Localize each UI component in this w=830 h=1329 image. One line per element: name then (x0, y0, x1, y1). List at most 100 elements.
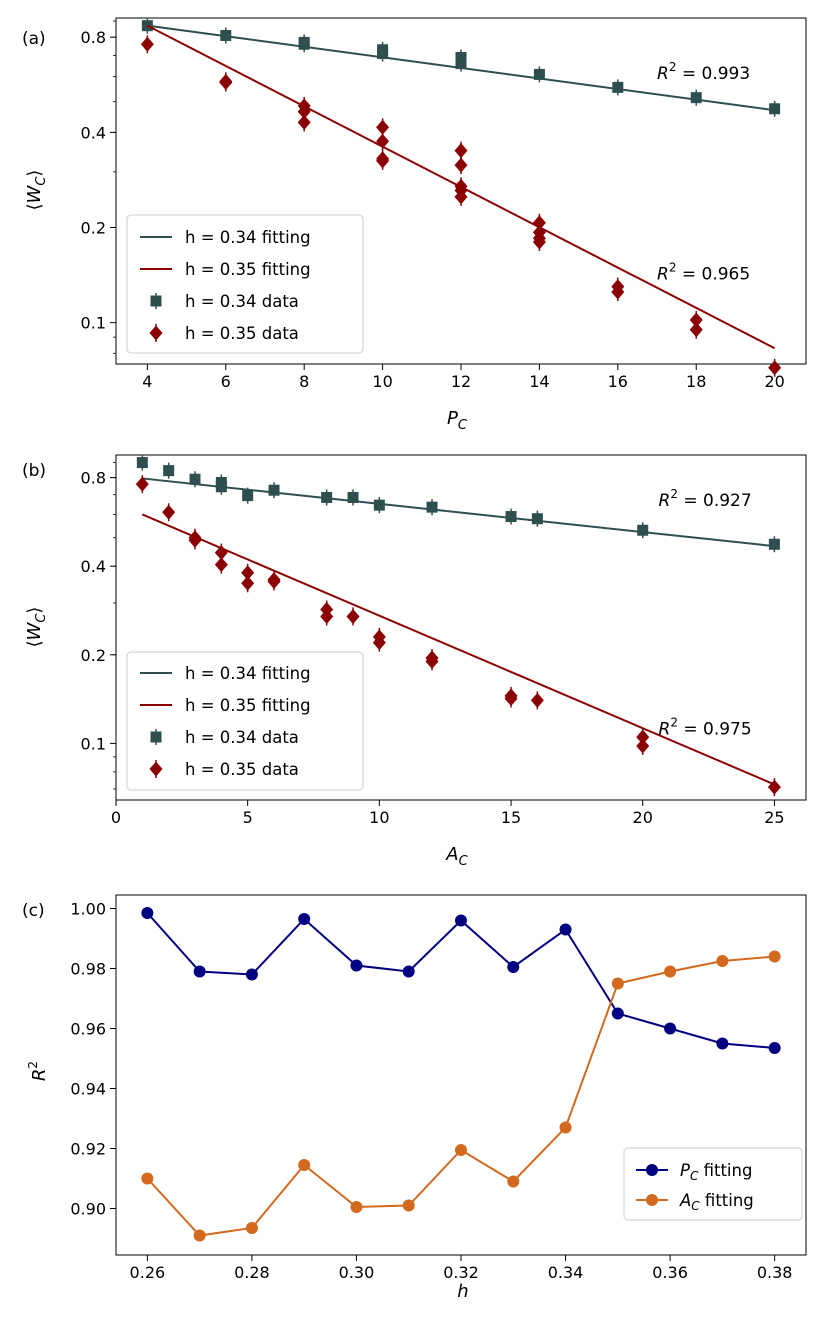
panel-c-series-1-point (611, 977, 624, 990)
panel-b-series-0-point-square (215, 481, 227, 493)
panel-b-series-0-point-square (189, 473, 201, 485)
panel-b-series-1-point-diamond (504, 691, 518, 707)
panel-b-series-1-point (267, 572, 281, 591)
panel-b-series-1-point-diamond (188, 532, 202, 548)
panel-b-series-0-point (136, 454, 148, 471)
panel-b-axes-frame (115, 454, 807, 801)
panel-b-series-0-point (189, 471, 201, 488)
panel-b-x-tick-label: 10 (369, 808, 389, 827)
panel-c-series-1-point (402, 1199, 415, 1212)
panel-b-series-1-point (504, 689, 518, 708)
panel-c-series-0-point (716, 1037, 729, 1050)
panel-a-x-axis-label-sub: C (458, 418, 468, 433)
panel-c-series-1-point (193, 1229, 206, 1242)
panel-a-series-0-point (690, 89, 702, 106)
panel-b-series-1-point-diamond (346, 608, 360, 624)
panel-b-series-0-point (531, 510, 543, 527)
panel-b-x-tick-label: 25 (764, 808, 784, 827)
panel-c-x-tick-label: 0.30 (339, 1263, 375, 1282)
panel-a-series-1-point (689, 320, 703, 339)
panel-a-series-1-point (376, 132, 390, 151)
panel-b-series-1-point-diamond (530, 692, 544, 708)
panel-c-series-0-point (559, 923, 572, 936)
panel-b-series-1-point-diamond (425, 653, 439, 669)
panel-c-legend-pc-label-tail: fitting (698, 1161, 752, 1180)
panel-a-series-0-point-square (220, 29, 232, 41)
panel-c-x-tick-label: 0.28 (234, 1263, 270, 1282)
panel-a-y-tick-label: 0.2 (81, 219, 106, 238)
panel-b-series-1-point-diamond (267, 573, 281, 589)
panel-b: (b) AC ⟨WC⟩ 0 5 10 15 20 250.10.20.40.8R2 = 0… (22, 454, 807, 869)
panel-b-x-tick-label: 5 (243, 808, 253, 827)
panel-b-y-tick-label: 0.4 (81, 557, 106, 576)
panel-b-series-0-point-square (637, 524, 649, 536)
panel-b-series-0-point (268, 482, 280, 499)
panel-a-legend-h035-data-label: h = 0.35 data (185, 324, 299, 343)
panel-b-series-1-point (135, 475, 149, 494)
panel-a-legend-h035-fit-label: h = 0.35 fitting (185, 260, 311, 279)
legend-marker-diamond (149, 325, 163, 341)
panel-a-series-1-point-diamond (454, 143, 468, 159)
panel-a-series-0-point (612, 79, 624, 96)
panel-c-y-tick-label: 0.90 (70, 1200, 106, 1219)
panel-b-fit-line-1 (141, 513, 775, 786)
panel-b-x-axis-label: AC (445, 844, 468, 869)
panel-c-legend-ac-label-base: A (679, 1191, 691, 1210)
panel-a-x-axis-label: PC (447, 408, 468, 433)
panel-a-series-0-point (533, 66, 545, 83)
panel-a-series-1-point-diamond (140, 36, 154, 52)
panel-a: (a) PC ⟨WC⟩ 4 6 8 10 12 14 16 18 200.10.20.40.8R… (22, 17, 807, 433)
panel-b-series-0-point-square (163, 465, 175, 477)
panel-b-y-axis-label-sub: C (34, 613, 49, 623)
panel-a-y-tick-label: 0.1 (81, 314, 106, 333)
panel-a-series-1-point (454, 156, 468, 175)
panel-b-series-0-point-square (347, 491, 359, 503)
panel-c-y-axis-label-sup: 2 (26, 1061, 40, 1069)
panel-b-series-1-point-diamond (372, 635, 386, 651)
panel-a-series-1-point-diamond (532, 215, 546, 231)
panel-a-series-0-point-square (377, 48, 389, 60)
panel-b-legend-h035-data-marker (149, 760, 163, 778)
panel-c-series-1-point (350, 1201, 363, 1213)
panel-a-series-0-point-square (690, 92, 702, 104)
panel-a-series-1-point-diamond (297, 104, 311, 120)
panel-c-y-tick-label: 0.98 (70, 960, 106, 979)
panel-a-x-tick-label: 10 (372, 372, 392, 391)
panel-a-series-0-point-square (612, 81, 624, 93)
panel-b-series-1-point (767, 778, 781, 797)
panel-a-r2-annotation: R2 = 0.965 (657, 260, 750, 284)
panel-c-legend-ac-marker (646, 1194, 658, 1206)
panel-b-series-1-point-diamond (636, 738, 650, 754)
panel-b-series-1-point-diamond (241, 575, 255, 591)
panel-b-series-0-point (242, 487, 254, 504)
panel-b-series-1-point-diamond (214, 545, 228, 561)
panel-b-series-1-point-diamond (162, 504, 176, 520)
panel-a-x-tick-label: 20 (764, 372, 784, 391)
panel-a-series-0-point (455, 55, 467, 72)
panel-c-legend-ac-label-sub: C (691, 1199, 700, 1213)
panel-c-series-1-point (507, 1175, 520, 1188)
panel-a-series-1-point-diamond (454, 189, 468, 205)
panel-c-legend-pc-label-sub: C (690, 1169, 699, 1183)
panel-c-y-tick-label: 0.92 (70, 1140, 106, 1159)
panel-b-legend-h034-data-marker (150, 729, 162, 745)
panel-a-series-1-point (376, 151, 390, 170)
panel-a-series-0-point (298, 36, 310, 53)
panel-b-series-0-point-square (426, 501, 438, 513)
panel-c-series-1-point (298, 1159, 311, 1171)
panel-b-series-0-point (505, 508, 517, 525)
panel-b-series-0-point-square (373, 499, 385, 511)
panel-a-series-1-point-diamond (689, 322, 703, 338)
panel-a-y-tick-label: 0.4 (81, 123, 106, 142)
panel-c-series-1-point (716, 955, 729, 967)
panel-b-legend: h = 0.34 fitting h = 0.35 fitting h = 0.… (126, 651, 364, 791)
panel-a-series-0-point-square (298, 38, 310, 50)
panel-c-x-tick-label: 0.32 (443, 1263, 479, 1282)
panel-c-y-tick-label: 0.94 (70, 1080, 106, 1099)
panel-b-series-0-point-square (321, 491, 333, 503)
panel-c-series-1-point (141, 1172, 154, 1185)
panel-a-series-0-point-square (769, 103, 781, 115)
panel-b-y-tick-label: 0.8 (81, 469, 106, 488)
panel-a-legend-frame (126, 214, 364, 354)
